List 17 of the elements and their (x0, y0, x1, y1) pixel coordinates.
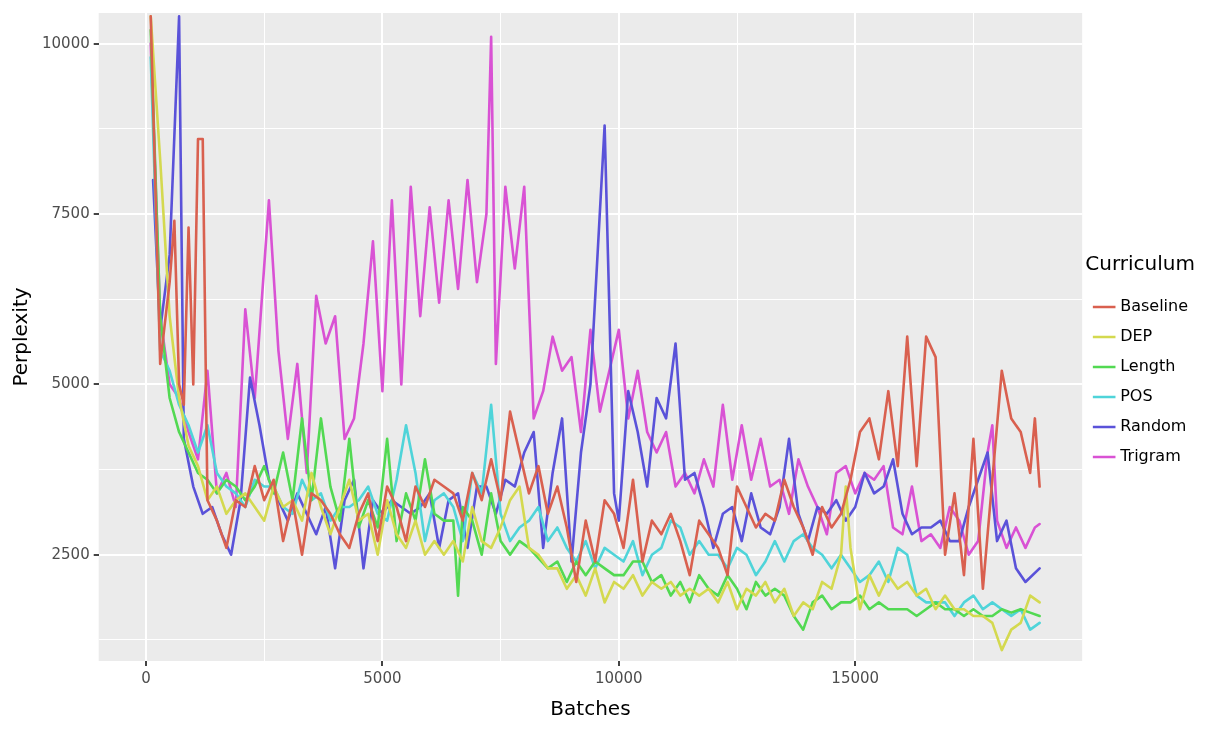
legend-label: Trigram (1119, 446, 1181, 466)
x-tick-label: 0 (141, 668, 151, 687)
legend-label: Random (1120, 416, 1187, 436)
y-tick-label: 2500 (51, 544, 90, 563)
legend-label: POS (1120, 386, 1153, 406)
x-axis-title: Batches (550, 696, 631, 721)
x-tick-label: 15000 (831, 668, 880, 687)
x-tick-label: 5000 (363, 668, 402, 687)
legend-label: Length (1120, 356, 1176, 376)
legend-label: DEP (1120, 326, 1153, 346)
y-tick-label: 10000 (42, 33, 90, 52)
legend-label: Baseline (1120, 296, 1189, 316)
y-tick-label: 7500 (51, 203, 90, 222)
y-tick-label: 5000 (51, 374, 90, 393)
legend-title: Curriculum (1085, 251, 1195, 276)
y-axis-title: Perplexity (8, 287, 33, 387)
x-tick-label: 10000 (594, 668, 643, 687)
